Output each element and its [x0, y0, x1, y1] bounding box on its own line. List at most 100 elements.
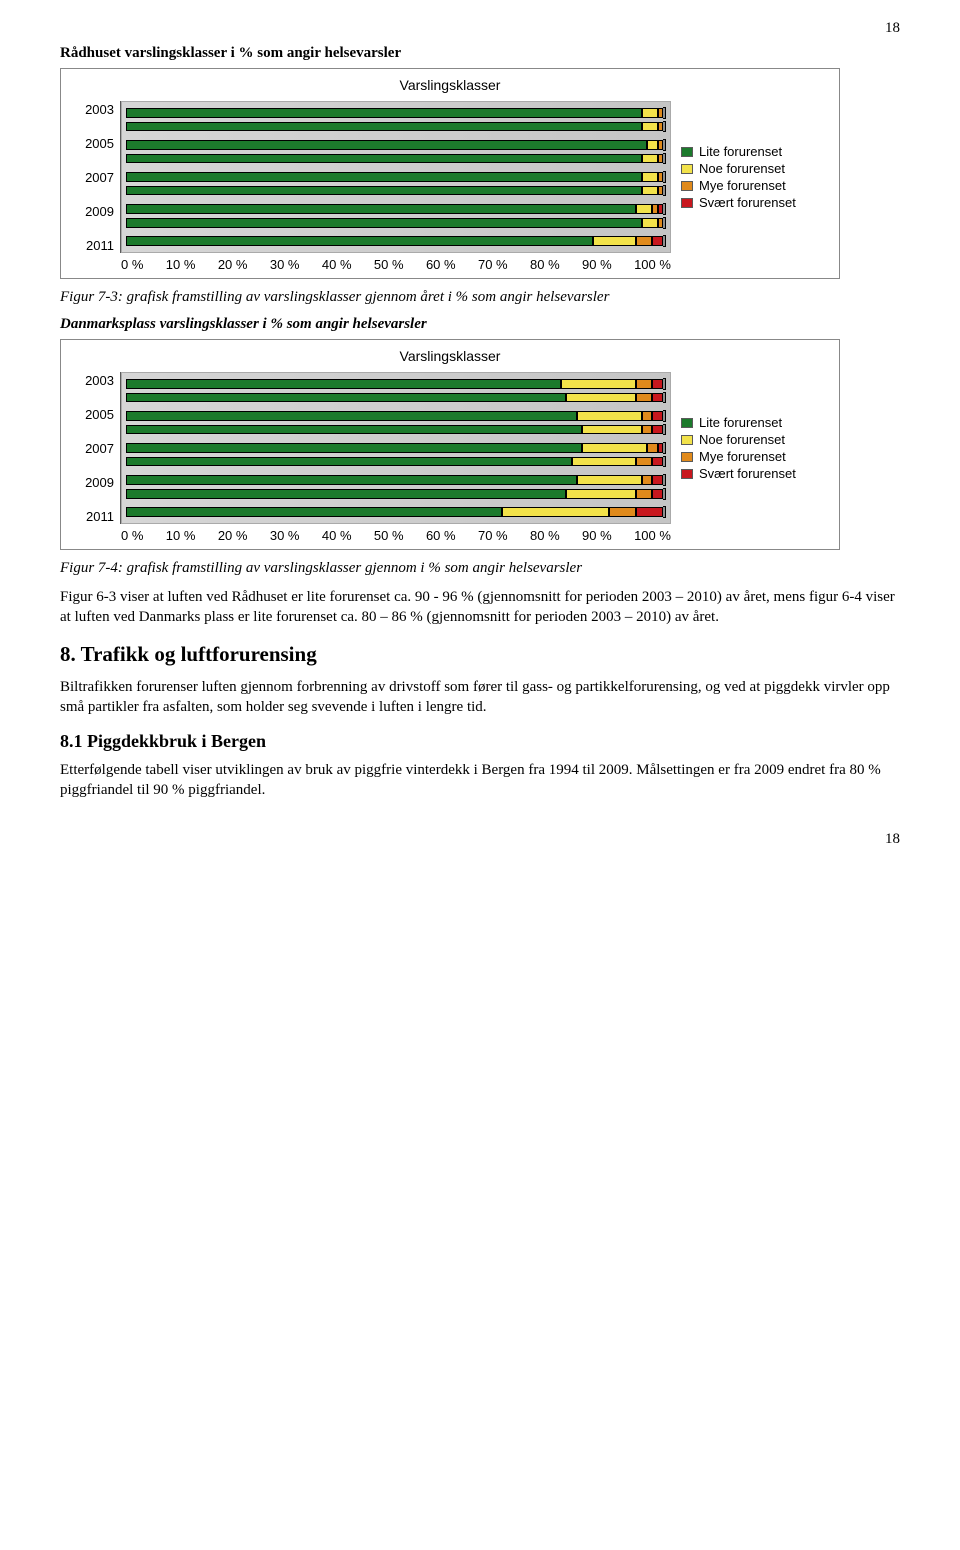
- legend: Lite forurensetNoe forurensetMye foruren…: [681, 413, 829, 483]
- bar-segment: [126, 154, 642, 164]
- bar-segment: [593, 236, 636, 246]
- legend-label: Noe forurenset: [699, 161, 785, 176]
- bar-segment: [642, 122, 658, 132]
- bar-row: [126, 122, 666, 132]
- chart-2: Varslingsklasser20032005200720092011Lite…: [60, 339, 900, 550]
- bar-segment: [502, 507, 609, 517]
- bar-row: [126, 108, 666, 118]
- chart1-heading: Rådhuset varslingsklasser i % som angir …: [60, 45, 900, 62]
- x-tick-label: 100 %: [634, 528, 671, 543]
- x-tick-label: 90 %: [582, 257, 612, 272]
- bar-segment: [652, 379, 663, 389]
- legend-item: Mye forurenset: [681, 178, 829, 193]
- figure-caption-1: Figur 7-3: grafisk framstilling av varsl…: [60, 289, 900, 306]
- chart-frame: Varslingsklasser20032005200720092011Lite…: [60, 68, 840, 279]
- page-number-top: 18: [60, 20, 900, 37]
- bar-segment: [642, 186, 658, 196]
- y-tick-label: [71, 152, 114, 168]
- x-tick-label: 30 %: [270, 257, 300, 272]
- bar-segment: [647, 140, 658, 150]
- bar-segment: [636, 204, 652, 214]
- x-tick-label: 0 %: [121, 257, 143, 272]
- bar-segment: [642, 218, 658, 228]
- x-tick-label: 90 %: [582, 528, 612, 543]
- legend: Lite forurenset Noe forurenset Mye foruren…: [681, 142, 829, 212]
- chart-frame: Varslingsklasser20032005200720092011Lite…: [60, 339, 840, 550]
- section-8-1-body: Etterfølgende tabell viser utviklingen a…: [60, 760, 900, 801]
- y-tick-label: [71, 186, 114, 202]
- bar-segment: [609, 507, 636, 517]
- y-tick-label: 2011: [71, 508, 114, 524]
- bar-row: [126, 154, 666, 164]
- y-tick-label: 2005: [71, 135, 114, 151]
- legend-swatch: [681, 181, 693, 191]
- x-tick-label: 70 %: [478, 257, 508, 272]
- bar-segment: [126, 204, 636, 214]
- y-tick-label: 2011: [71, 237, 114, 253]
- bar-row: [126, 186, 666, 196]
- y-axis: 20032005200720092011: [71, 372, 121, 524]
- bar-row: [126, 507, 666, 517]
- x-tick-label: 60 %: [426, 257, 456, 272]
- bar-segment: [582, 425, 641, 435]
- legend-item: Noe forurenset: [681, 161, 829, 176]
- x-tick-label: 10 %: [166, 257, 196, 272]
- legend-label: Lite forurenset: [699, 144, 782, 159]
- legend-swatch: [681, 435, 693, 445]
- bar-segment: [577, 411, 641, 421]
- x-tick-label: 10 %: [166, 528, 196, 543]
- legend-swatch: [681, 452, 693, 462]
- bar-row: [126, 457, 666, 467]
- bar-row: [126, 172, 666, 182]
- legend-label: Mye forurenset: [699, 178, 786, 193]
- bar-segment: [126, 122, 642, 132]
- legend-label: Noe forurenset: [699, 432, 785, 447]
- bar-row: [126, 140, 666, 150]
- legend-item: Svært forurenset: [681, 195, 829, 210]
- bar-segment: [652, 236, 663, 246]
- chart-1: Varslingsklasser20032005200720092011Lite…: [60, 68, 900, 279]
- x-tick-label: 80 %: [530, 257, 560, 272]
- x-tick-label: 40 %: [322, 257, 352, 272]
- bar-segment: [126, 236, 593, 246]
- legend-swatch: [681, 164, 693, 174]
- x-tick-label: 20 %: [218, 528, 248, 543]
- bar-segment: [636, 236, 652, 246]
- bar-segment: [126, 425, 582, 435]
- x-tick-label: 100 %: [634, 257, 671, 272]
- bar-segment: [647, 443, 658, 453]
- bar-segment: [642, 425, 653, 435]
- legend-swatch: [681, 418, 693, 428]
- chart-title: Varslingsklasser: [71, 77, 829, 93]
- x-tick-label: 80 %: [530, 528, 560, 543]
- x-tick-label: 0 %: [121, 528, 143, 543]
- bar-segment: [126, 489, 566, 499]
- bar-segment: [126, 393, 566, 403]
- bar-segment: [642, 172, 658, 182]
- bar-row: [126, 204, 666, 214]
- x-axis: 0 %10 %20 %30 %40 %50 %60 %70 %80 %90 %1…: [121, 524, 671, 543]
- section-8-body: Biltrafikken forurenser luften gjennom f…: [60, 677, 900, 718]
- plot-area: [121, 101, 671, 253]
- bar-segment: [572, 457, 636, 467]
- y-tick-label: [71, 423, 114, 439]
- y-tick-label: 2003: [71, 101, 114, 117]
- y-tick-label: 2005: [71, 406, 114, 422]
- bar-segment: [126, 379, 561, 389]
- legend-swatch: [681, 469, 693, 479]
- legend-swatch: [681, 147, 693, 157]
- bar-segment: [636, 507, 663, 517]
- bar-row: [126, 425, 666, 435]
- bar-segment: [642, 411, 653, 421]
- y-tick-label: 2003: [71, 372, 114, 388]
- legend-item: Svært forurenset: [681, 466, 829, 481]
- bar-segment: [126, 411, 577, 421]
- bar-segment: [636, 489, 652, 499]
- x-axis: 0 %10 %20 %30 %40 %50 %60 %70 %80 %90 %1…: [121, 253, 671, 272]
- figure-caption-2: Figur 7-4: grafisk framstilling av varsl…: [60, 560, 900, 577]
- y-tick-label: [71, 220, 114, 236]
- x-tick-label: 70 %: [478, 528, 508, 543]
- bar-segment: [652, 425, 663, 435]
- y-tick-label: 2007: [71, 169, 114, 185]
- x-tick-label: 30 %: [270, 528, 300, 543]
